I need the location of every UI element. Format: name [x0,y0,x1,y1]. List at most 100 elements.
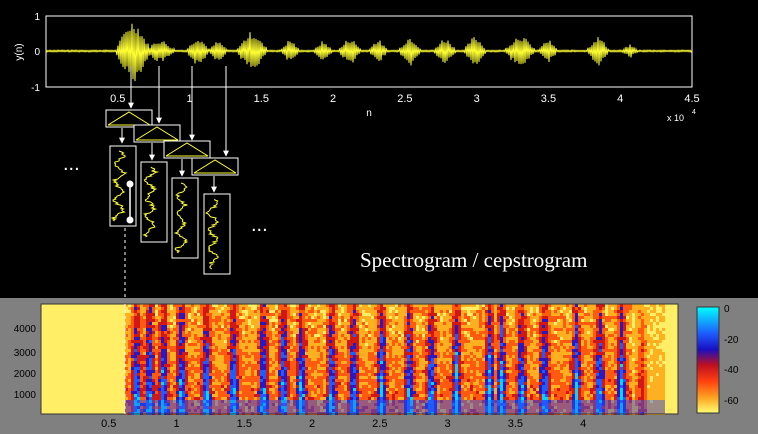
spectrogram-cell [140,376,143,379]
spectrogram-cell [137,382,140,385]
spectrogram-cell [212,352,215,355]
spectrogram-cell [419,394,422,397]
spectrogram-cell [518,331,521,334]
spectrogram-cell [176,364,179,367]
spectrogram-cell [278,340,281,343]
spectrogram-cell [236,322,239,325]
spectrogram-cell [386,316,389,319]
spectrogram-cell [500,307,503,310]
spectrogram-cell [320,400,323,403]
spectrogram-cell [389,331,392,334]
spectrogram-cell [149,376,152,379]
spectrogram-cell [311,343,314,346]
spectrogram-cell [170,349,173,352]
spectrogram-cell [419,370,422,373]
spectrogram-cell [308,394,311,397]
spectrogram-cell [512,376,515,379]
spectrogram-cell [257,358,260,361]
spectrogram-cell [308,373,311,376]
spectrogram-cell [236,355,239,358]
spectrogram-cell [248,367,251,370]
spectrogram-cell [194,361,197,364]
spectrogram-cell [482,340,485,343]
spectrogram-cell [356,367,359,370]
spectrogram-cell [254,400,257,403]
spectrogram-cell [323,358,326,361]
spectrogram-cell [494,313,497,316]
spectrogram-cell [425,391,428,394]
spectrogram-cell [317,370,320,373]
spectrogram-cell [341,367,344,370]
spectrogram-cell [374,400,377,403]
spectrogram-cell [380,304,383,307]
spectrogram-cell [479,382,482,385]
spectrogram-cell [263,310,266,313]
spectrogram-cell [194,376,197,379]
spectrogram-cell [335,337,338,340]
spectrogram-cell [455,310,458,313]
spectrogram-cell [335,352,338,355]
spectrogram-cell [293,340,296,343]
spectrogram-cell [230,304,233,307]
spectrogram-cell [443,394,446,397]
spectrogram-cell [203,397,206,400]
spectrogram-cell [146,334,149,337]
spectrogram-cell [344,388,347,391]
spectrogram-cell [503,349,506,352]
spectrogram-cell [449,343,452,346]
spectrogram-cell [422,388,425,391]
spectrogram-cell [266,304,269,307]
spectrogram-cell [395,337,398,340]
spectrogram-cell [248,382,251,385]
spectrogram-cell [140,373,143,376]
spectrogram-cell [503,337,506,340]
spectrogram-cell [242,376,245,379]
spectrogram-cell [212,319,215,322]
spectrogram-cell [134,316,137,319]
spectrogram-cell [518,358,521,361]
spectrogram-cell [461,310,464,313]
spectrogram-cell [374,397,377,400]
spectrogram-cell [266,397,269,400]
spectrogram-cell [281,376,284,379]
spectrogram-cell [359,358,362,361]
spectrogram-cell [515,319,518,322]
spectrogram-cell [407,373,410,376]
spectrogram-cell [389,343,392,346]
spectrogram-cell [353,316,356,319]
spectrogram-cell [371,355,374,358]
spectrogram-cell [443,370,446,373]
spectrogram-cell [161,385,164,388]
spectrogram-cell [245,331,248,334]
spectrogram-cell [341,364,344,367]
spectrogram-cell [476,349,479,352]
spectrogram-cell [434,400,437,403]
spectrogram-cell [257,307,260,310]
spectrogram-cell [473,355,476,358]
spectrogram-cell [488,334,491,337]
spectrogram-cell [338,379,341,382]
spectrogram-cell [323,313,326,316]
spectrogram-cell [299,397,302,400]
spectrum-box [203,193,231,275]
spectrogram-cell [200,337,203,340]
spectrogram-cell [269,400,272,403]
spectrogram-cell [311,325,314,328]
window-box [105,109,153,128]
spectrogram-cell [281,373,284,376]
spectrogram-cell [221,379,224,382]
spectrogram-cell [491,367,494,370]
spectrogram-cell [188,355,191,358]
spectrogram-cell [128,328,131,331]
spectrogram-cell [185,403,188,406]
spectrogram-cell [464,313,467,316]
spectrogram-cell [446,331,449,334]
spectrogram-cell [134,307,137,310]
spectrogram-cell [518,388,521,391]
spectrogram-cell [272,337,275,340]
spectrogram-cell [509,367,512,370]
spectrogram-cell [137,325,140,328]
spectrogram-cell [245,337,248,340]
spectrogram-cell [512,367,515,370]
spectrogram-cell [185,367,188,370]
